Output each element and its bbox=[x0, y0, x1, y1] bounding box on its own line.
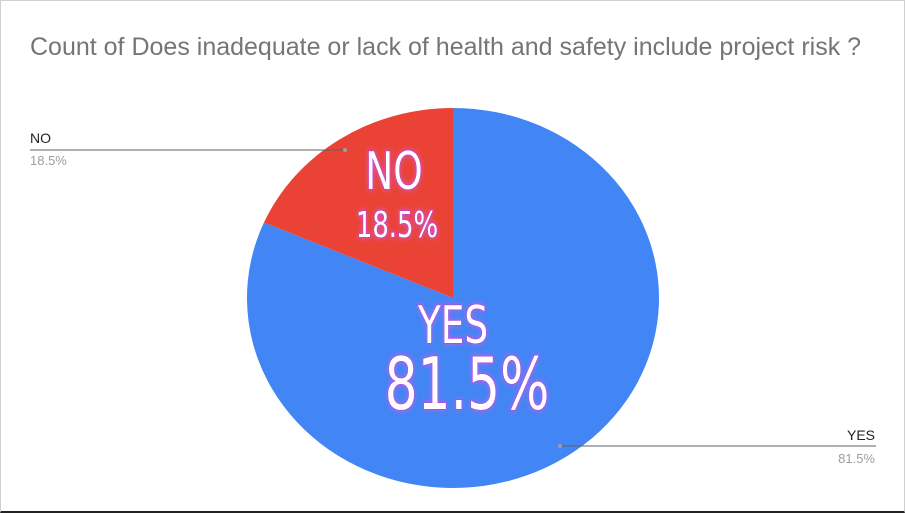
leader-label-no: NO bbox=[30, 130, 51, 146]
leader-pct-yes: 81.5% bbox=[838, 451, 875, 466]
leader-dot-yes bbox=[558, 444, 562, 448]
pie-slices bbox=[247, 108, 660, 488]
leader-no: NO 18.5% bbox=[30, 130, 347, 168]
overlay-no-percent: 18.5% bbox=[356, 205, 438, 246]
overlay-yes-percent: 81.5% bbox=[385, 342, 550, 426]
leader-label-yes: YES bbox=[847, 427, 875, 443]
leader-pct-no: 18.5% bbox=[30, 153, 67, 168]
leader-dot-no bbox=[343, 148, 347, 152]
overlay-no-name: NO bbox=[365, 141, 422, 202]
slice-no bbox=[263, 108, 453, 298]
leader-yes: YES 81.5% bbox=[558, 427, 876, 466]
overlay-yes-name: YES bbox=[417, 295, 488, 356]
chart-title: Count of Does inadequate or lack of heal… bbox=[30, 33, 862, 61]
